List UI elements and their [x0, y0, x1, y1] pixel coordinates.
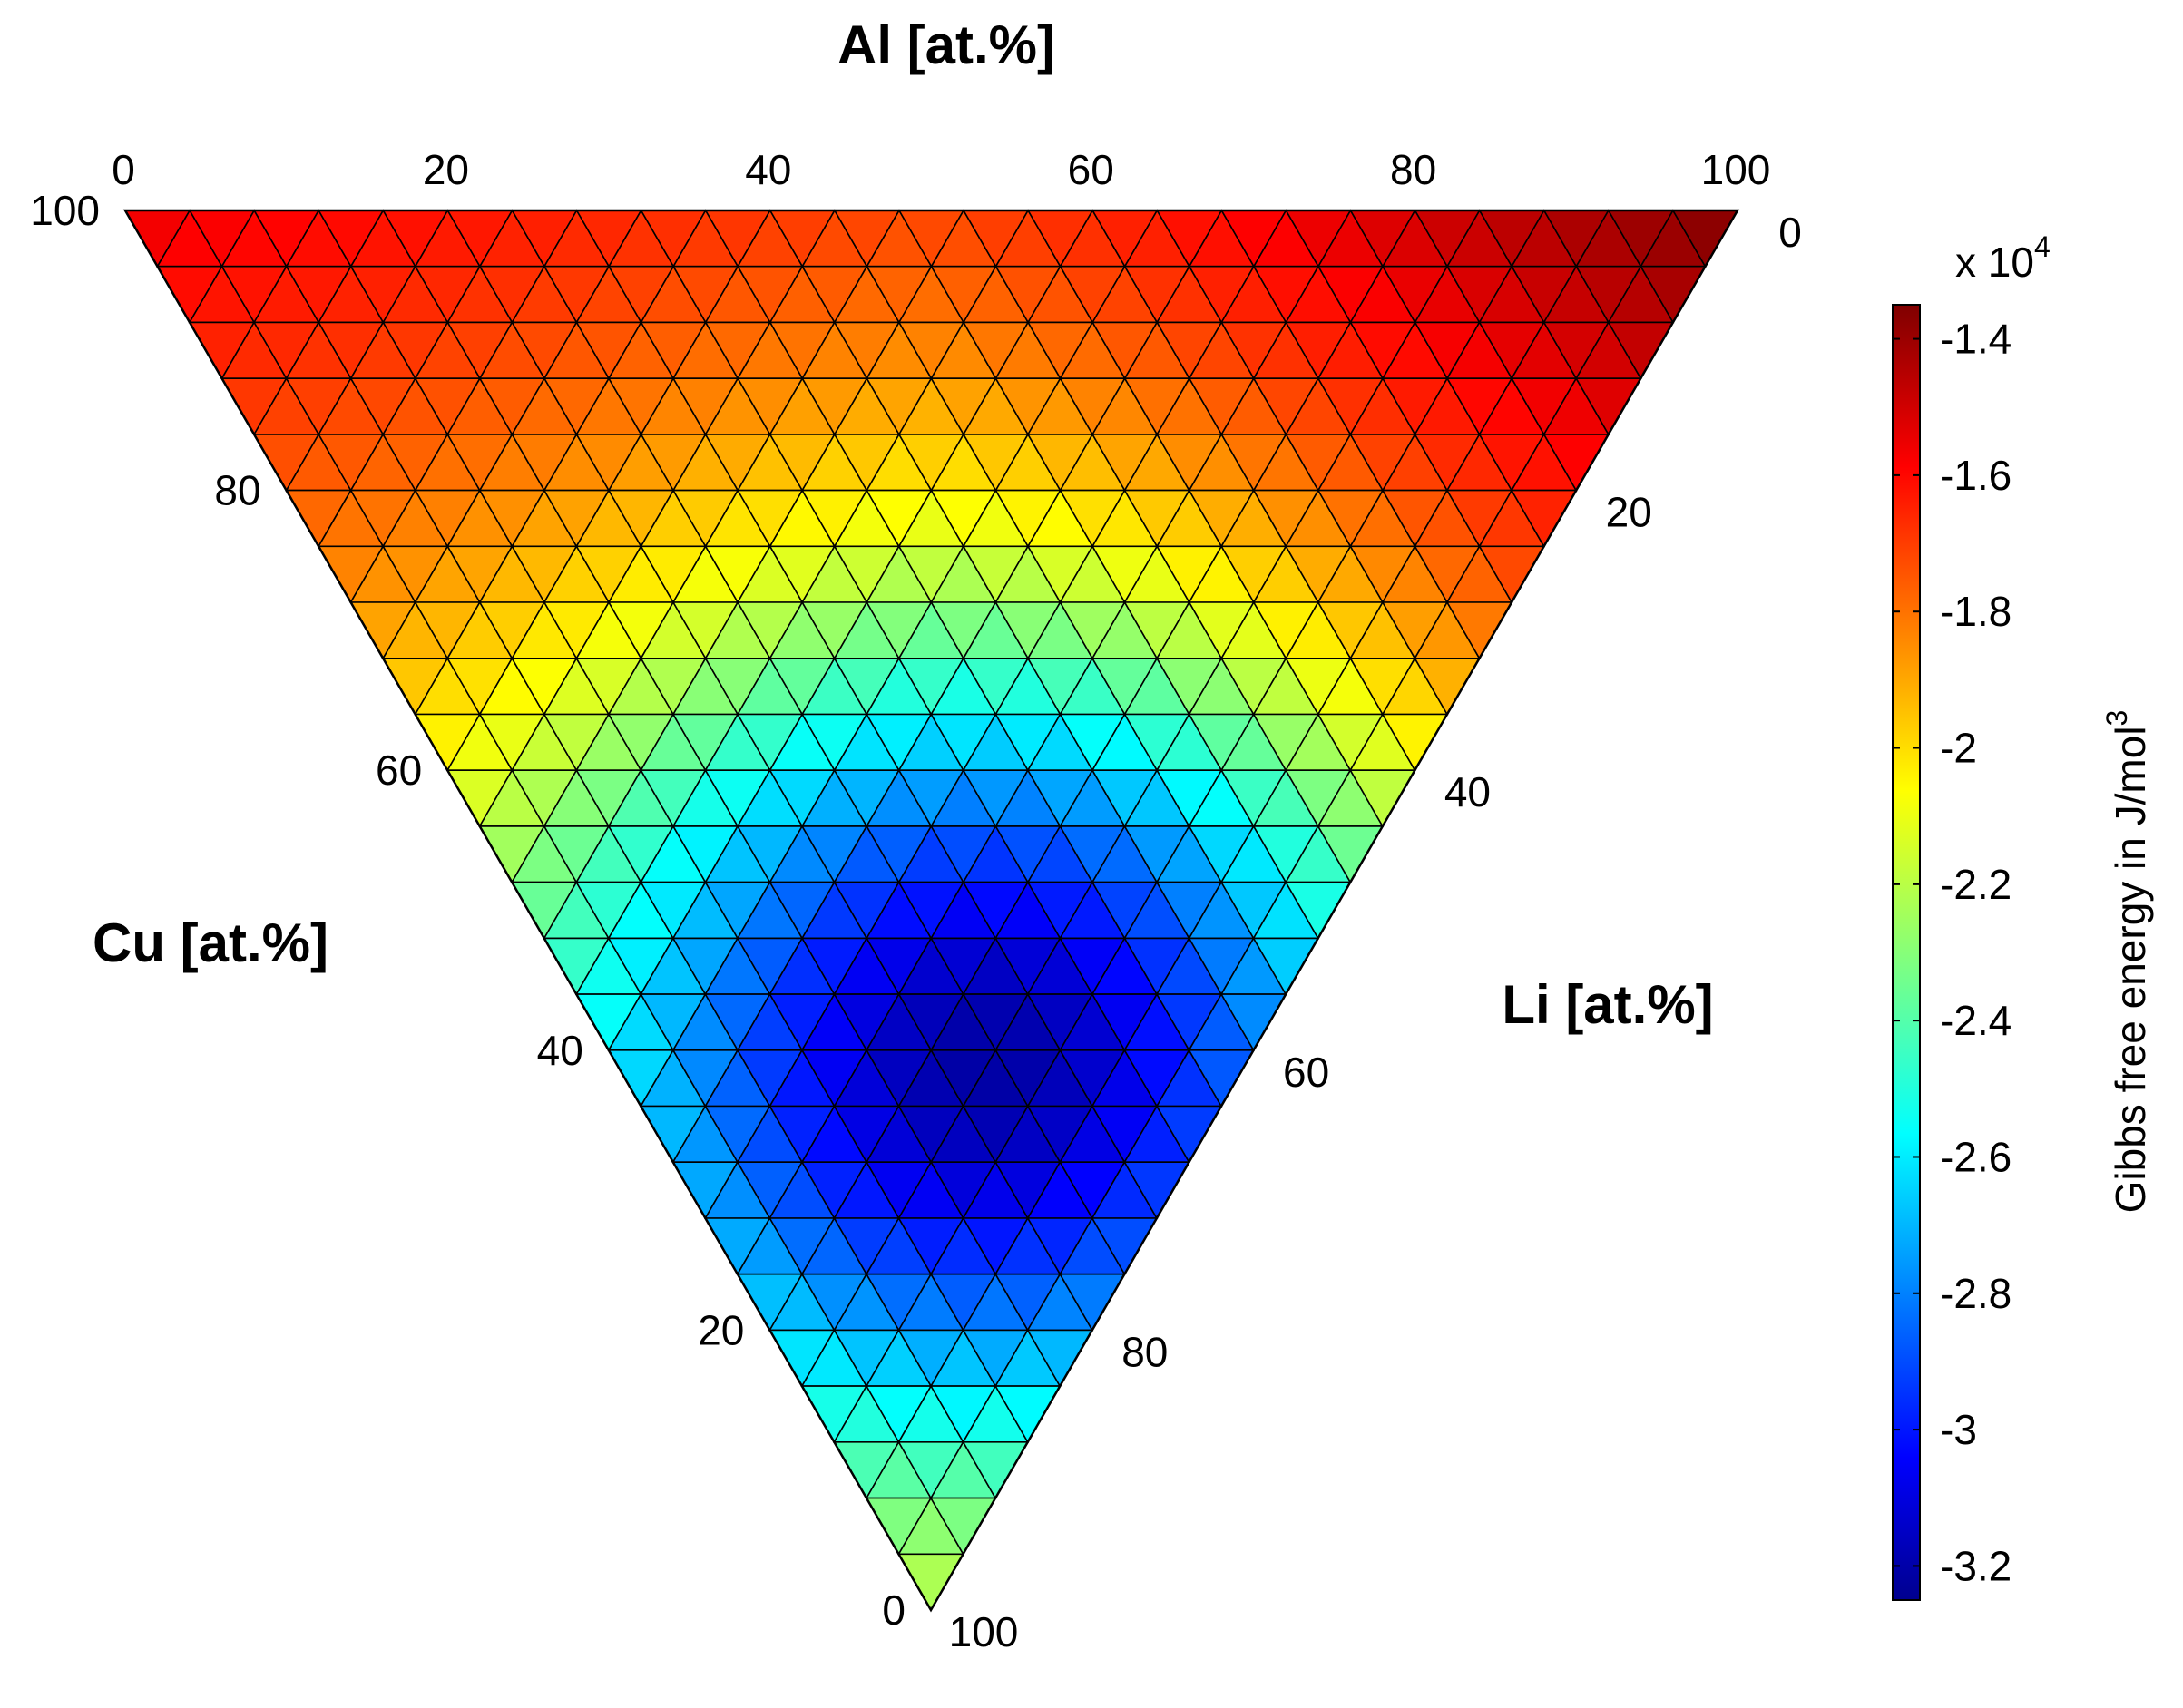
colorbar-tick-label: -1.8: [1940, 588, 2012, 635]
colorbar-label-superscript: 3: [2100, 710, 2133, 727]
right-tick-label: 60: [1283, 1049, 1329, 1096]
left-axis-title: Cu [at.%]: [93, 913, 328, 973]
top-tick-label: 60: [1068, 146, 1114, 193]
colorbar-tick-label: -3: [1940, 1406, 1977, 1453]
colorbar-tick-label: -2: [1940, 725, 1977, 772]
right-tick-label: 100: [949, 1608, 1019, 1655]
ternary-cells: [122, 209, 1740, 1613]
colorbar-tick-label: -2.4: [1940, 997, 2012, 1044]
colorbar: -1.4 -1.6 -1.8 -2 -2.2 -2.4 -2.6 -2.8 -3 -3.2 x 1…: [1892, 230, 2154, 1601]
top-tick-label: 80: [1390, 146, 1436, 193]
colorbar-tick-label: -1.4: [1940, 316, 2012, 363]
right-tick-label: 40: [1444, 768, 1491, 815]
colorbar-multiplier-base: x 10: [1955, 239, 2034, 286]
colorbar-label-text: Gibbs free energy in J/mol: [2107, 726, 2154, 1213]
colorbar-tick-label: -2.2: [1940, 861, 2012, 908]
left-tick-label: 0: [882, 1586, 906, 1634]
right-axis-title: Li [at.%]: [1502, 974, 1713, 1035]
right-tick-label: 80: [1121, 1328, 1168, 1375]
top-tick-label: 100: [1701, 146, 1771, 193]
triangle-outline: [122, 209, 1740, 1613]
left-tick-label: 80: [214, 467, 260, 514]
colorbar-ticks: -1.4 -1.6 -1.8 -2 -2.2 -2.4 -2.6 -2.8 -3 -3.2: [1893, 316, 2012, 1589]
left-tick-label: 60: [376, 747, 422, 794]
colorbar-multiplier-exponent: 4: [2034, 230, 2051, 263]
ternary-cell: [897, 1553, 964, 1612]
left-tick-label: 20: [698, 1306, 744, 1353]
ternary-tick-labels: 0 20 40 60 80 100 100 80 60 40 20 0 0 20 40 60 80 100: [30, 146, 1802, 1655]
top-tick-label: 20: [423, 146, 469, 193]
left-tick-label: 40: [537, 1027, 583, 1074]
right-tick-label: 0: [1778, 209, 1802, 256]
colorbar-multiplier: x 104: [1955, 230, 2051, 286]
right-tick-label: 20: [1606, 489, 1652, 536]
left-tick-label: 100: [30, 187, 100, 234]
colorbar-tick-label: -1.6: [1940, 452, 2012, 499]
top-axis-title: Al [at.%]: [837, 15, 1055, 75]
colorbar-label: Gibbs free energy in J/mol3: [2100, 710, 2154, 1214]
colorbar-gradient: [1892, 304, 1921, 1601]
top-tick-label: 40: [745, 146, 791, 193]
colorbar-tick-label: -2.8: [1940, 1270, 2012, 1317]
colorbar-tick-label: -2.6: [1940, 1133, 2012, 1180]
top-tick-label: 0: [112, 146, 135, 193]
colorbar-tick-label: -3.2: [1940, 1542, 2012, 1589]
